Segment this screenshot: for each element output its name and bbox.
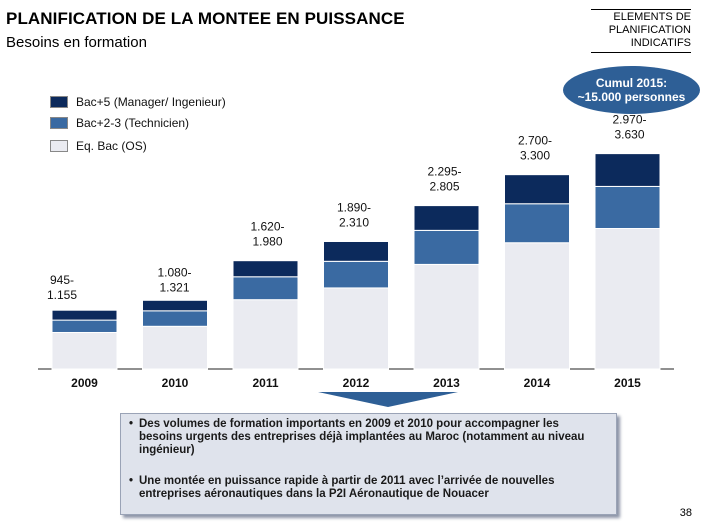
legend-label: Bac+5 (Manager/ Ingenieur)	[76, 95, 226, 109]
legend-swatch	[50, 96, 68, 108]
bar-range-label: 2.310	[339, 216, 369, 230]
x-tick-label: 2010	[162, 376, 189, 390]
planning-tag-line: ELEMENTS DE	[613, 11, 691, 23]
x-tick-label: 2009	[71, 376, 98, 390]
bar-range-label: 3.300	[520, 149, 550, 163]
planning-tag-line: PLANIFICATION	[608, 24, 691, 36]
legend-swatch	[50, 140, 68, 152]
bar-segment	[323, 287, 389, 370]
bar-segment	[51, 331, 118, 370]
bar-segment	[142, 325, 208, 370]
bar-segment	[51, 319, 118, 333]
x-tick-label: 2012	[343, 376, 370, 390]
page-number: 38	[679, 507, 692, 519]
x-tick-label: 2013	[433, 376, 460, 390]
bar-range-label: 1.620-	[250, 220, 284, 234]
legend-item-bac: Eq. Bac (OS)	[50, 139, 147, 153]
x-tick-label: 2011	[252, 376, 278, 390]
bar-segment	[323, 241, 389, 262]
bar-segment	[594, 228, 661, 370]
bar-segment	[232, 299, 299, 370]
commentary-bullet: Une montée en puissance rapide à partir …	[129, 475, 602, 501]
legend-item-bac23: Bac+2-3 (Technicien)	[50, 116, 189, 130]
legend-label: Bac+2-3 (Technicien)	[76, 116, 190, 130]
commentary-box: Des volumes de formation importants en 2…	[120, 413, 617, 515]
bar-segment	[51, 309, 118, 321]
bar-segment	[594, 153, 661, 187]
x-tick-label: 2014	[524, 376, 551, 390]
bubble-line: Cumul 2015:	[595, 76, 668, 90]
bar-range-label: 2.700-	[518, 134, 552, 148]
cumulative-bubble: Cumul 2015: ~15.000 personnes	[563, 66, 700, 114]
bar-segment	[504, 242, 570, 370]
legend-item-bac5: Bac+5 (Manager/ Ingenieur)	[50, 95, 226, 109]
bar-segment	[504, 174, 570, 205]
legend-swatch	[50, 117, 68, 129]
bubble-line: ~15.000 personnes	[577, 90, 686, 104]
bar-range-label: 2.805	[429, 180, 459, 194]
bar-segment	[142, 310, 208, 327]
bar-range-label: 2.970-	[612, 113, 646, 127]
page-title: PLANIFICATION DE LA MONTEE EN PUISSANCE	[6, 9, 405, 28]
commentary-bullet: Des volumes de formation importants en 2…	[129, 418, 602, 457]
x-tick-label: 2015	[614, 376, 641, 390]
legend-label: Eq. Bac (OS)	[76, 139, 147, 153]
bar-range-label: 945-	[50, 273, 74, 287]
bar-segment	[232, 276, 299, 301]
bar-segment	[232, 260, 299, 278]
bar-range-label: 3.630	[614, 128, 644, 142]
bar-segment	[413, 263, 480, 370]
page-subtitle: Besoins en formation	[6, 34, 147, 51]
bar-range-label: 2.295-	[427, 165, 461, 179]
bar-range-label: 1.980	[252, 235, 282, 249]
bar-segment	[594, 185, 661, 230]
bar-segment	[413, 229, 480, 265]
bar-range-label: 1.890-	[337, 201, 371, 215]
planning-tag: ELEMENTS DE PLANIFICATION INDICATIFS	[591, 9, 691, 53]
bar-segment	[323, 260, 389, 289]
planning-tag-line: INDICATIFS	[630, 37, 691, 49]
bar-range-label: 1.080-	[157, 265, 191, 279]
bar-range-label: 1.155	[47, 288, 77, 302]
bar-segment	[504, 203, 570, 244]
bar-range-label: 1.321	[159, 280, 189, 294]
bar-segment	[142, 299, 208, 312]
bar-segment	[413, 205, 480, 231]
arrow-marker	[318, 392, 458, 407]
